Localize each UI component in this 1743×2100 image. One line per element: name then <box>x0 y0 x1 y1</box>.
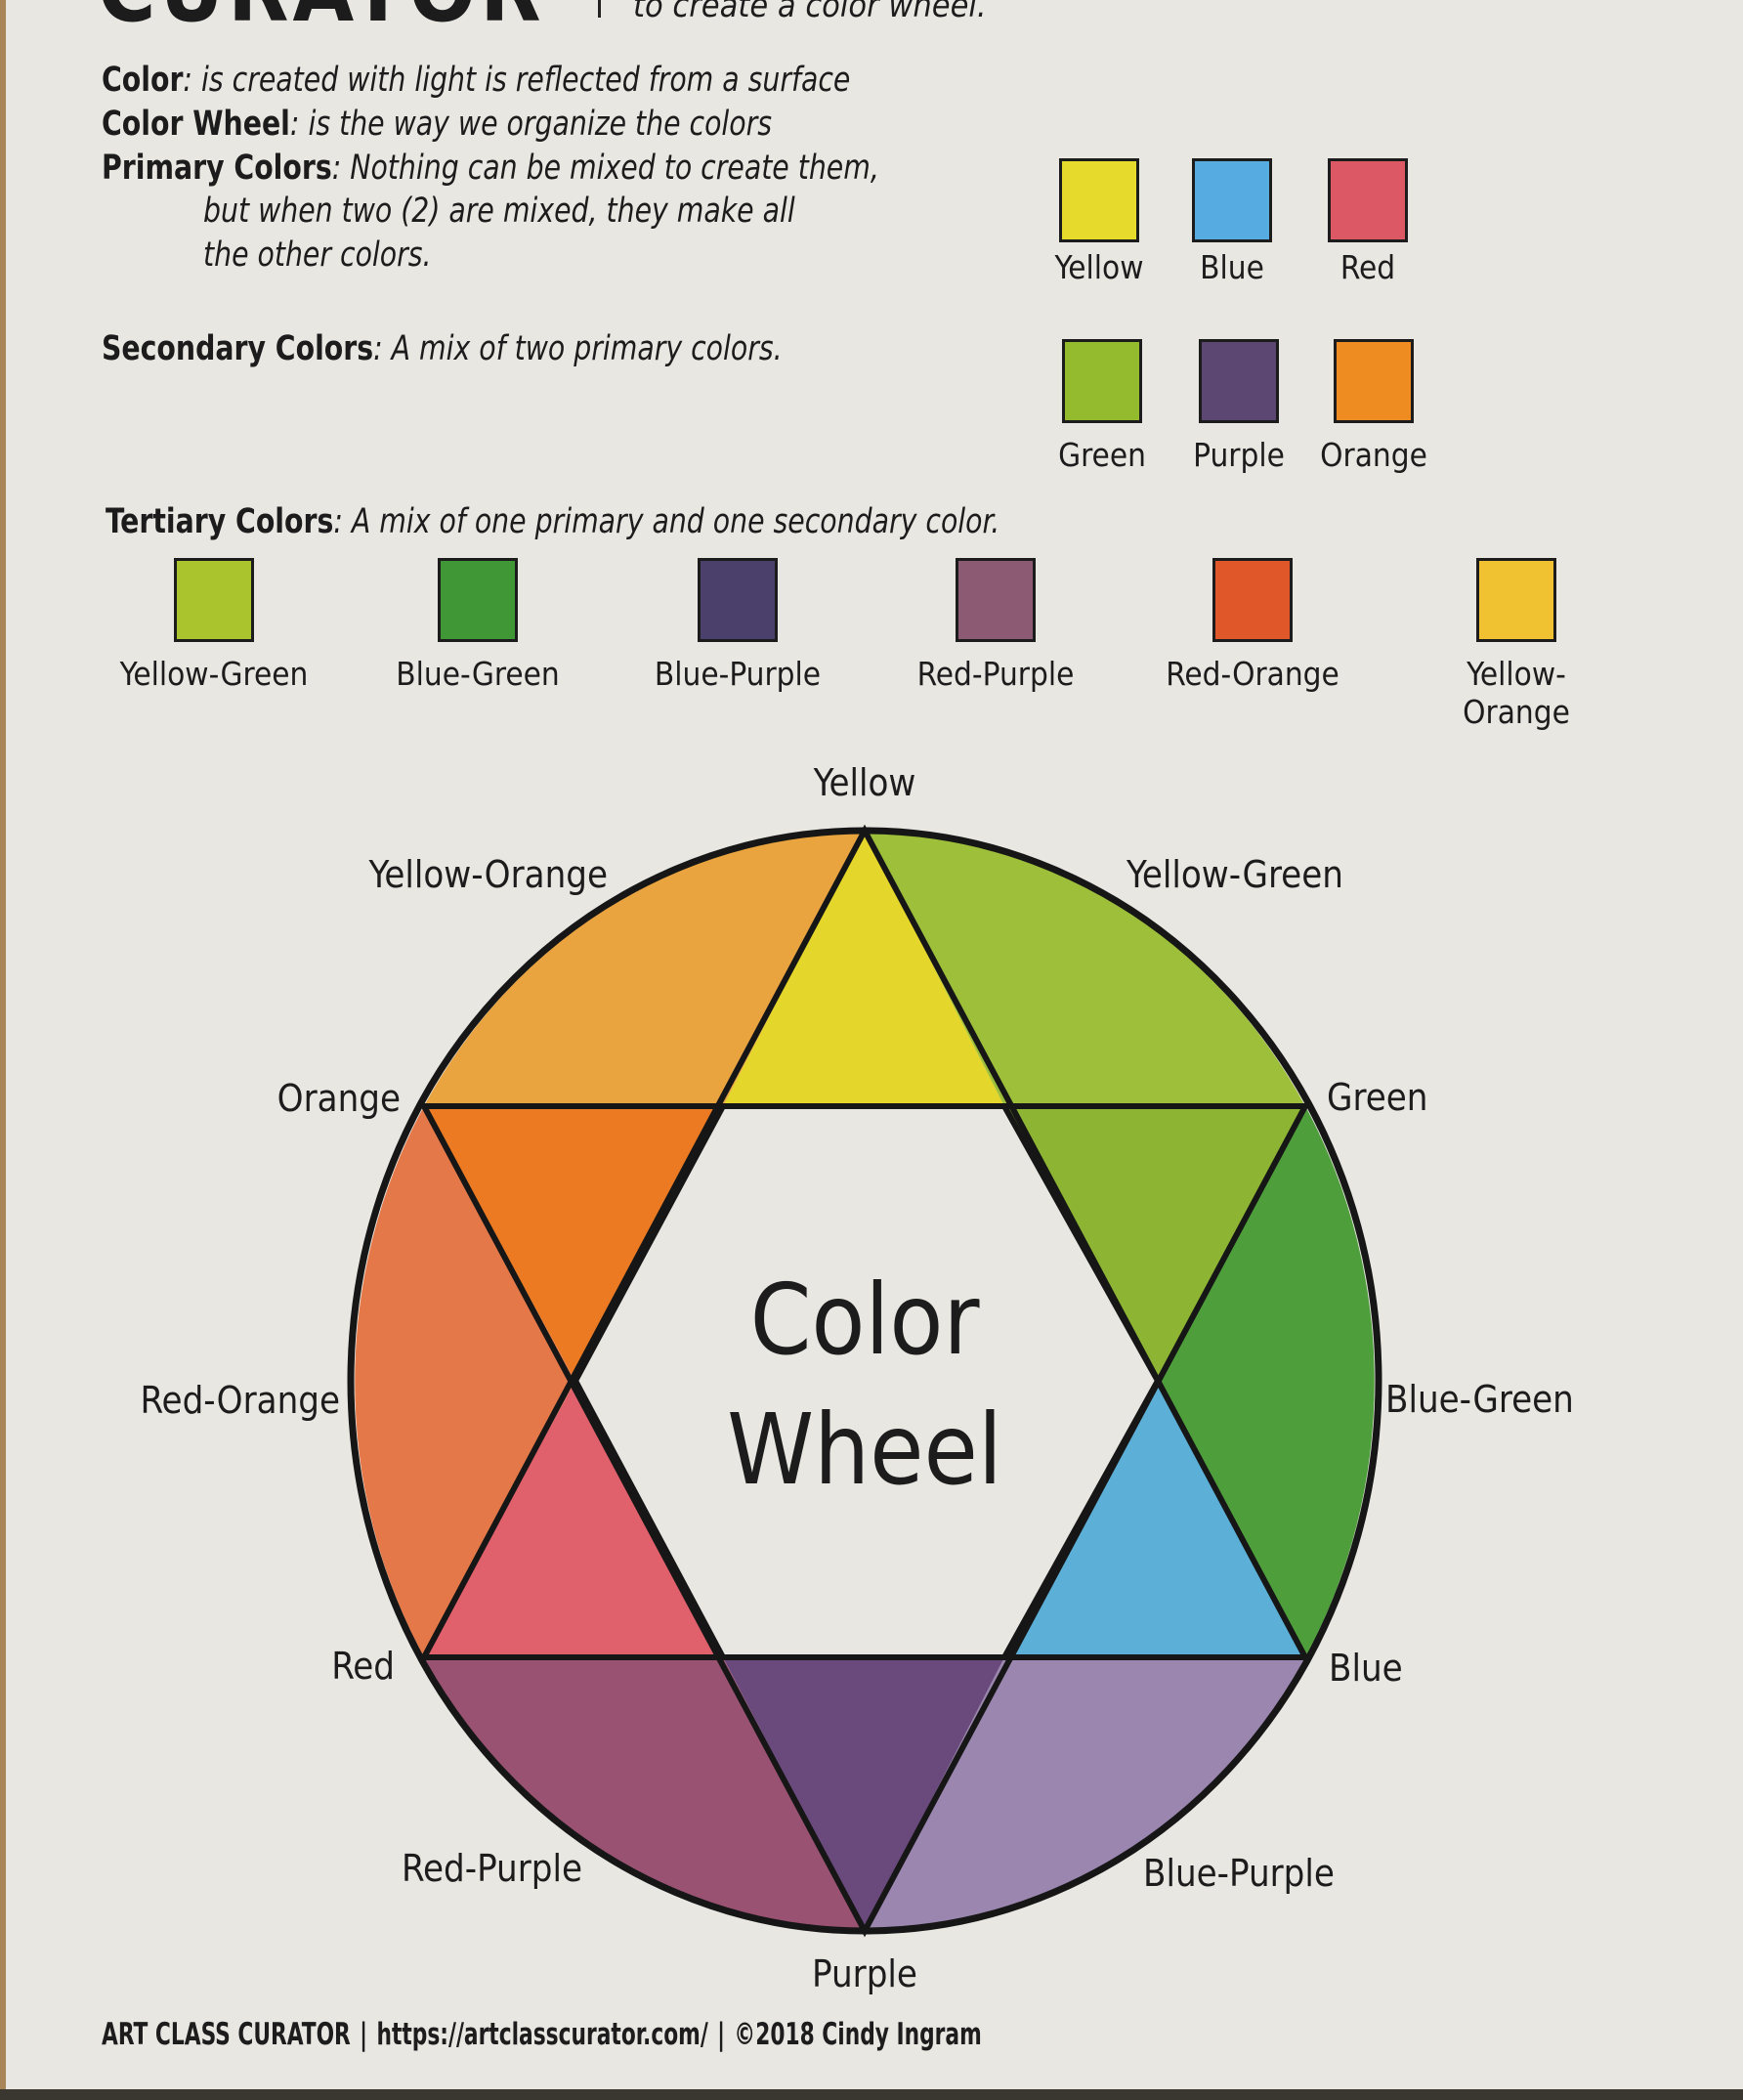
swatch-green <box>1062 339 1142 423</box>
wheel-label-red-orange: Red-Orange <box>140 1379 340 1422</box>
definition-text: : is the way we organize the colors <box>289 105 773 144</box>
wheel-segment-purple <box>723 1657 1004 1931</box>
definition-line: Color: is created with light is reflecte… <box>102 61 850 100</box>
swatch-label: Yellow <box>1054 248 1144 286</box>
swatch-purple <box>1199 339 1279 423</box>
definition-term: Color Wheel <box>102 105 290 144</box>
definition-term: Primary Colors <box>102 149 332 188</box>
swatch-red-purple <box>956 558 1036 642</box>
definition-line: but when two (2) are mixed, they make al… <box>203 192 795 231</box>
wheel-label-red-purple: Red-Purple <box>402 1847 582 1890</box>
paper-edge-left <box>0 0 6 2100</box>
definition-text: but when two (2) are mixed, they make al… <box>203 192 795 231</box>
swatch-orange <box>1334 339 1414 423</box>
swatch-yellow-green <box>174 558 254 642</box>
definition-term: Secondary Colors <box>102 329 374 368</box>
wheel-label-blue-purple: Blue-Purple <box>1143 1852 1335 1895</box>
wheel-segment-red <box>424 1381 723 1657</box>
swatch-label: Blue-Purple <box>654 655 822 693</box>
footer: ART CLASS CURATOR | https://artclasscurato… <box>102 2017 982 2052</box>
page-title-fragment: CURATOR <box>98 0 545 42</box>
wheel-center-hexagon <box>572 1103 1162 1660</box>
wheel-label-orange: Orange <box>277 1077 401 1120</box>
definition-term: Tertiary Colors <box>106 502 334 541</box>
wheel-label-red: Red <box>331 1645 395 1688</box>
definition-text: : A mix of two primary colors. <box>373 329 783 368</box>
definition-line: Color Wheel: is the way we organize the … <box>102 105 772 144</box>
swatch-label: Orange <box>1320 436 1427 474</box>
wheel-label-yellow-green: Yellow-Green <box>1126 853 1343 896</box>
wheel-label-yellow-orange: Yellow-Orange <box>368 853 608 896</box>
swatch-yellow-orange <box>1476 558 1556 642</box>
paper-edge-bottom <box>0 2089 1743 2100</box>
wheel-title-line1: Color <box>750 1263 981 1377</box>
swatch-yellow <box>1059 158 1139 242</box>
footer-separator: | <box>360 2017 368 2052</box>
swatch-label: Red-Purple <box>916 655 1075 693</box>
swatch-red <box>1328 158 1408 242</box>
wheel-segment-orange <box>424 1106 723 1381</box>
wheel-label-blue: Blue <box>1329 1647 1403 1690</box>
swatch-label: Purple <box>1193 436 1285 474</box>
wheel-segment-blue <box>1004 1381 1305 1657</box>
wheel-label-yellow: Yellow <box>813 761 916 804</box>
swatch-label: Yellow-Green <box>119 655 309 693</box>
wheel-segment-yellow <box>723 831 1004 1106</box>
title-divider <box>598 0 601 18</box>
swatch-red-orange <box>1212 558 1293 642</box>
definition-text: : is created with light is reflected fro… <box>183 61 851 100</box>
definition-line: Primary Colors: Nothing can be mixed to … <box>102 149 879 188</box>
wheel-label-purple: Purple <box>812 1952 917 1995</box>
definition-line: Secondary Colors: A mix of two primary c… <box>102 329 783 368</box>
wheel-label-blue-green: Blue-Green <box>1385 1378 1574 1421</box>
footer-copyright: ©2018 Cindy Ingram <box>734 2017 982 2052</box>
swatch-label: Red-Orange <box>1166 655 1339 693</box>
definition-text: the other colors. <box>203 236 432 275</box>
wheel-title-line2: Wheel <box>727 1393 1002 1507</box>
wheel-label-green: Green <box>1327 1076 1427 1119</box>
swatch-blue <box>1192 158 1272 242</box>
definition-text: : A mix of one primary and one secondary… <box>333 502 1000 541</box>
definition-line: Tertiary Colors: A mix of one primary an… <box>106 502 999 541</box>
definition-line: the other colors. <box>203 236 432 275</box>
swatch-blue-purple <box>698 558 778 642</box>
swatch-label: Yellow-Orange <box>1463 655 1570 731</box>
wheel-segment-red-orange <box>355 1106 575 1657</box>
definition-text: : Nothing can be mixed to create them, <box>331 149 879 188</box>
swatch-label: Red <box>1339 248 1396 286</box>
swatch-label: Blue <box>1200 248 1264 286</box>
wheel-segment-green <box>1004 1106 1305 1381</box>
footer-separator: | <box>717 2017 726 2052</box>
wheel-segment-blue-green <box>1158 1106 1375 1657</box>
swatch-label: Green <box>1058 436 1146 474</box>
footer-brand: ART CLASS CURATOR <box>102 2017 351 2052</box>
page-subtitle-fragment: to create a color wheel. <box>633 0 987 25</box>
swatch-blue-green <box>438 558 518 642</box>
swatch-label: Blue-Green <box>396 655 560 693</box>
footer-url[interactable]: https://artclasscurator.com/ <box>376 2017 708 2052</box>
definition-term: Color <box>102 61 184 100</box>
